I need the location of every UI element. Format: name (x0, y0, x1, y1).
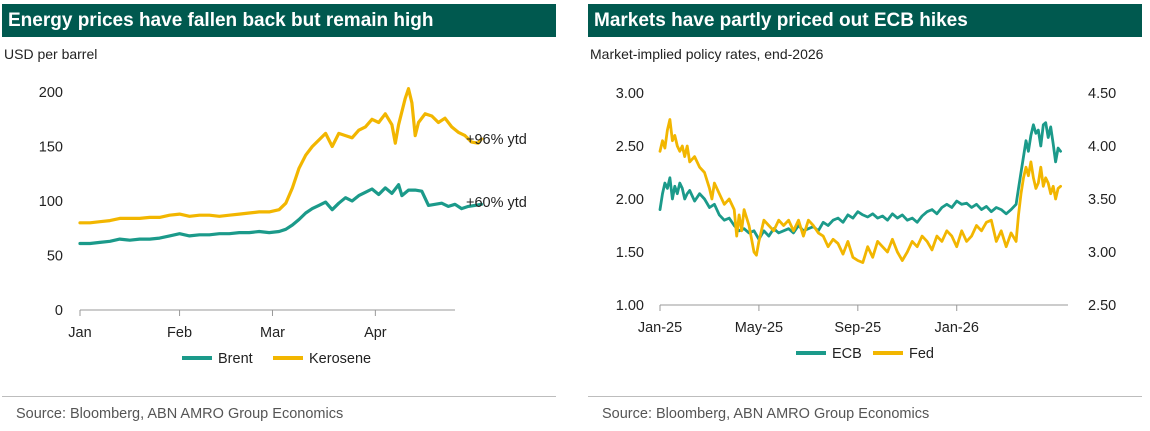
x-tick-label: Jan-26 (935, 320, 979, 336)
x-tick-label: Jan-25 (638, 320, 682, 336)
policy-rates-chart: 1.00 1.50 2.00 2.50 3.00 2.50 3.00 3.50 4.00 4.50… (616, 86, 1116, 362)
y-tick-label: 100 (39, 194, 63, 210)
energy-prices-chart: 0 50 100 150 200 Jan Feb Mar Apr +96% ytd +60% ytd… (39, 85, 527, 367)
policy-rates-panel: Markets have partly priced out ECB hikes… (588, 0, 1142, 431)
source-note: Source: Bloomberg, ABN AMRO Group Econom… (16, 406, 344, 422)
right-y-tick-label: 4.50 (1088, 86, 1116, 102)
source-note: Source: Bloomberg, ABN AMRO Group Econom… (602, 406, 930, 422)
x-tick-label: May-25 (735, 320, 783, 336)
series-line-ecb (658, 121, 1063, 241)
energy-prices-panel: Energy prices have fallen back but remai… (2, 0, 556, 431)
ytd-annotation: +60% ytd (466, 195, 527, 211)
right-y-tick-label: 3.50 (1088, 192, 1116, 208)
legend-label: Fed (909, 346, 934, 362)
left-y-tick-label: 2.00 (616, 192, 644, 208)
ytd-annotation: +96% ytd (466, 132, 527, 148)
y-tick-label: 50 (47, 249, 63, 265)
footer-divider (588, 396, 1142, 397)
chart-subtitle: USD per barrel (4, 46, 98, 62)
right-y-tick-label: 3.00 (1088, 245, 1116, 261)
legend-label: ECB (832, 346, 862, 362)
series-line-brent (78, 183, 484, 246)
left-y-tick-label: 1.00 (616, 298, 644, 314)
footer-divider (2, 396, 556, 397)
series-line-kerosene (78, 87, 484, 225)
chart-subtitle: Market-implied policy rates, end-2026 (590, 46, 824, 62)
left-y-tick-label: 1.50 (616, 245, 644, 261)
legend-label: Brent (218, 351, 253, 367)
y-tick-label: 200 (39, 85, 63, 101)
series-line-fed (658, 118, 1063, 265)
x-tick-label: Mar (260, 325, 285, 341)
x-tick-label: Jan (68, 325, 91, 341)
x-tick-label: Feb (167, 325, 192, 341)
right-y-tick-label: 4.00 (1088, 139, 1116, 155)
y-tick-label: 0 (55, 303, 63, 319)
x-tick-label: Apr (364, 325, 387, 341)
chart-title: Energy prices have fallen back but remai… (2, 4, 556, 37)
x-tick-label: Sep-25 (834, 320, 881, 336)
left-y-tick-label: 3.00 (616, 86, 644, 102)
right-y-tick-label: 2.50 (1088, 298, 1116, 314)
legend-label: Kerosene (309, 351, 371, 367)
left-y-tick-label: 2.50 (616, 139, 644, 155)
chart-title: Markets have partly priced out ECB hikes (588, 4, 1142, 37)
y-tick-label: 150 (39, 140, 63, 156)
